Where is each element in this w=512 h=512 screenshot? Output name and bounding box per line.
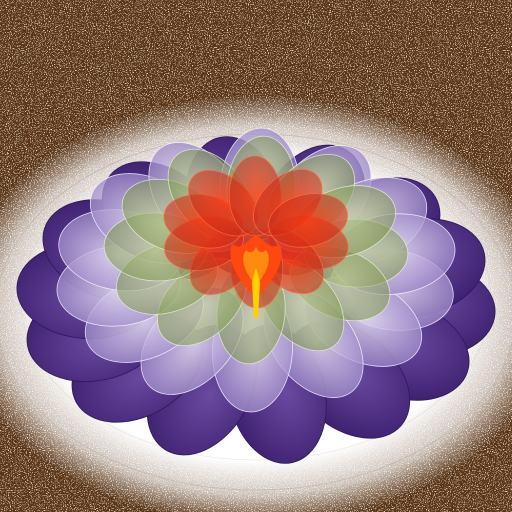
stamen bbox=[252, 268, 260, 318]
flower-core bbox=[230, 236, 282, 318]
core-petals bbox=[243, 246, 269, 285]
petal bbox=[268, 193, 348, 248]
